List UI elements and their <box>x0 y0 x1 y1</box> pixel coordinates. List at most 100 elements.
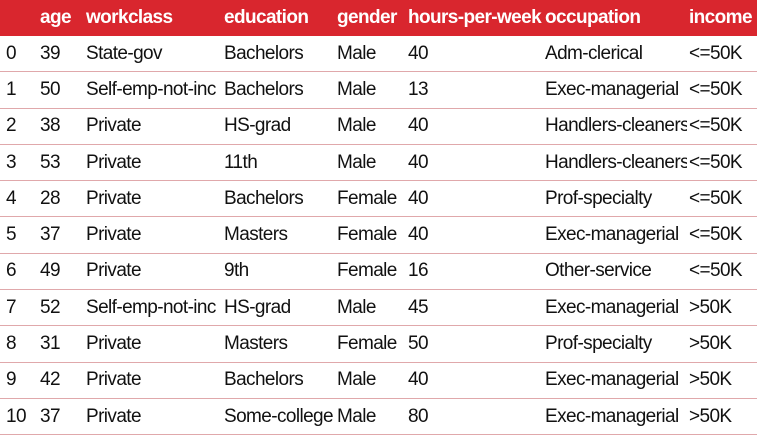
table-row: 5 37 Private Masters Female 40 Exec-managerial… <box>0 216 757 254</box>
cell-occupation: Exec-managerial <box>543 362 687 399</box>
cell-age: 53 <box>38 144 84 182</box>
cell-workclass: Self-emp-not-inc <box>84 289 222 327</box>
cell-education: HS-grad <box>222 108 335 145</box>
cell-gender: Female <box>335 253 406 291</box>
cell-index: 4 <box>0 180 38 218</box>
cell-education: 11th <box>222 144 335 182</box>
cell-age: 28 <box>38 180 84 218</box>
cell-occupation: Exec-managerial <box>543 289 687 327</box>
cell-income: >50K <box>687 289 757 327</box>
table-row: 2 38 Private HS-grad Male 40 Handlers-cleaners… <box>0 108 757 145</box>
cell-hours-per-week: 80 <box>406 398 543 435</box>
cell-age: 39 <box>38 36 84 73</box>
cell-income: >50K <box>687 362 757 399</box>
cell-occupation: Prof-specialty <box>543 325 687 363</box>
cell-education: Some-college <box>222 398 335 435</box>
cell-occupation: Handlers-cleaners <box>543 144 687 182</box>
cell-age: 50 <box>38 71 84 109</box>
header-age: age <box>40 7 72 28</box>
cell-education: 9th <box>222 253 335 291</box>
cell-hours-per-week: 16 <box>406 253 543 291</box>
header-gender: gender <box>337 7 397 28</box>
cell-education: Masters <box>222 325 335 363</box>
cell-gender: Male <box>335 108 406 145</box>
cell-hours-per-week: 40 <box>406 216 543 254</box>
cell-education: Bachelors <box>222 71 335 109</box>
cell-index: 2 <box>0 108 38 145</box>
cell-education: Masters <box>222 216 335 254</box>
cell-age: 31 <box>38 325 84 363</box>
cell-gender: Female <box>335 325 406 363</box>
table-row: 3 53 Private 11th Male 40 Handlers-cleaners <=5… <box>0 144 757 182</box>
cell-workclass: Private <box>84 398 222 435</box>
cell-occupation: Handlers-cleaners <box>543 108 687 145</box>
cell-occupation: Exec-managerial <box>543 398 687 435</box>
cell-index: 8 <box>0 325 38 363</box>
cell-index: 3 <box>0 144 38 182</box>
header-row: age workclass education gender hours-per… <box>0 0 757 36</box>
cell-workclass: Private <box>84 362 222 399</box>
cell-income: <=50K <box>687 216 757 254</box>
cell-income: <=50K <box>687 71 757 109</box>
cell-age: 37 <box>38 216 84 254</box>
cell-gender: Female <box>335 180 406 218</box>
cell-index: 10 <box>0 398 38 435</box>
header-hours-per-week: hours-per-week <box>408 7 542 28</box>
cell-hours-per-week: 40 <box>406 180 543 218</box>
cell-income: <=50K <box>687 108 757 145</box>
cell-gender: Male <box>335 362 406 399</box>
cell-education: Bachelors <box>222 180 335 218</box>
cell-gender: Male <box>335 289 406 327</box>
table-row: 0 39 State-gov Bachelors Male 40 Adm-clerical <… <box>0 36 757 73</box>
cell-occupation: Adm-clerical <box>543 36 687 73</box>
cell-gender: Male <box>335 144 406 182</box>
cell-income: >50K <box>687 398 757 435</box>
cell-workclass: Private <box>84 253 222 291</box>
table-row: 10 37 Private Some-college Male 80 Exec-manage… <box>0 398 757 435</box>
cell-education: Bachelors <box>222 362 335 399</box>
table-row: 1 50 Self-emp-not-inc Bachelors Male 13 Exec-m… <box>0 71 757 109</box>
cell-hours-per-week: 40 <box>406 362 543 399</box>
cell-gender: Female <box>335 216 406 254</box>
header-occupation: occupation <box>545 7 641 28</box>
cell-hours-per-week: 45 <box>406 289 543 327</box>
cell-education: HS-grad <box>222 289 335 327</box>
table-row: 9 42 Private Bachelors Male 40 Exec-managerial… <box>0 362 757 399</box>
cell-hours-per-week: 40 <box>406 108 543 145</box>
cell-age: 42 <box>38 362 84 399</box>
table-row: 4 28 Private Bachelors Female 40 Prof-specialt… <box>0 180 757 218</box>
table-body: 0 39 State-gov Bachelors Male 40 Adm-clerical <… <box>0 36 757 435</box>
cell-income: <=50K <box>687 180 757 218</box>
cell-age: 52 <box>38 289 84 327</box>
cell-occupation: Exec-managerial <box>543 216 687 254</box>
cell-workclass: Private <box>84 325 222 363</box>
cell-occupation: Exec-managerial <box>543 71 687 109</box>
cell-age: 38 <box>38 108 84 145</box>
cell-income: <=50K <box>687 144 757 182</box>
cell-gender: Male <box>335 71 406 109</box>
cell-index: 1 <box>0 71 38 109</box>
cell-education: Bachelors <box>222 36 335 73</box>
cell-index: 0 <box>0 36 38 73</box>
cell-index: 5 <box>0 216 38 254</box>
cell-hours-per-week: 50 <box>406 325 543 363</box>
table-row: 7 52 Self-emp-not-inc HS-grad Male 45 Exec-man… <box>0 289 757 327</box>
cell-index: 6 <box>0 253 38 291</box>
cell-age: 37 <box>38 398 84 435</box>
table-header: age workclass education gender hours-per… <box>0 0 757 36</box>
cell-hours-per-week: 40 <box>406 36 543 73</box>
cell-workclass: State-gov <box>84 36 222 73</box>
header-income: income <box>689 7 753 28</box>
cell-index: 9 <box>0 362 38 399</box>
cell-workclass: Private <box>84 108 222 145</box>
header-index <box>0 0 38 36</box>
cell-hours-per-week: 40 <box>406 144 543 182</box>
cell-income: <=50K <box>687 253 757 291</box>
cell-gender: Male <box>335 36 406 73</box>
cell-income: >50K <box>687 325 757 363</box>
table-row: 8 31 Private Masters Female 50 Prof-specialty >… <box>0 325 757 363</box>
cell-workclass: Self-emp-not-inc <box>84 71 222 109</box>
cell-gender: Male <box>335 398 406 435</box>
